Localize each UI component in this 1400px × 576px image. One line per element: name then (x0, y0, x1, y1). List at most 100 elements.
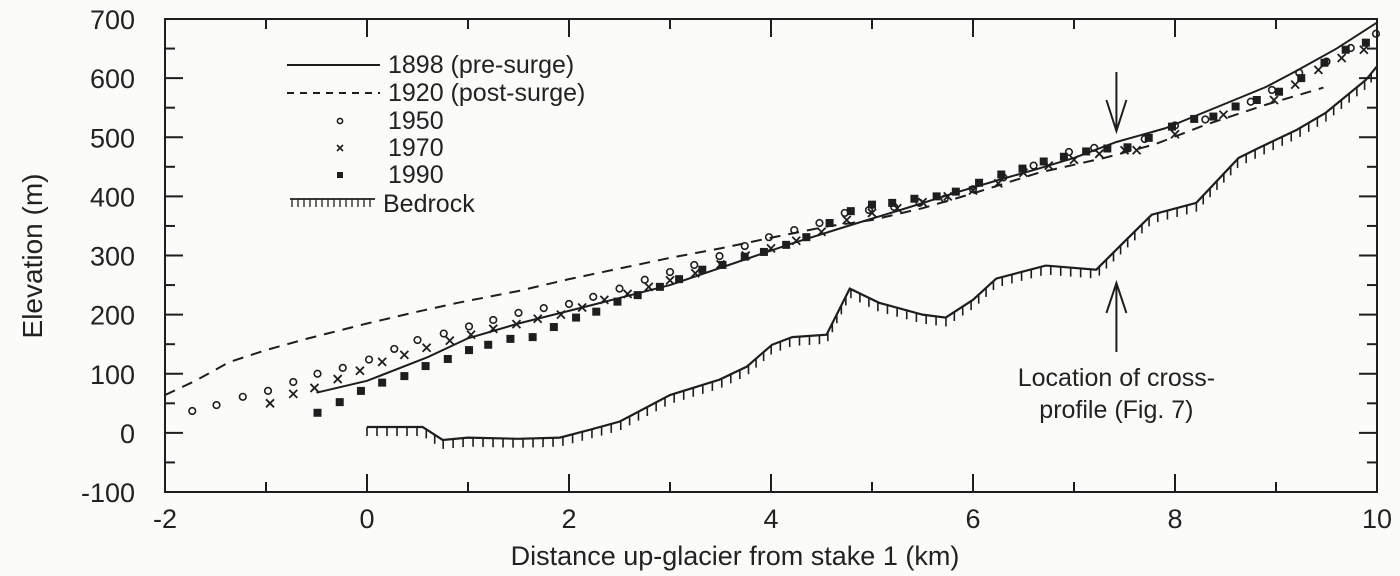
series-1990 (313, 38, 1370, 417)
up-arrow-head-icon (1105, 279, 1128, 314)
marker-square (975, 178, 984, 187)
marker-cross (265, 398, 275, 408)
legend-label: Bedrock (383, 190, 475, 218)
marker-cross (917, 197, 928, 207)
marker-square (572, 313, 581, 322)
marker-cross (644, 282, 654, 292)
marker-square (1275, 87, 1284, 96)
marker-square (997, 170, 1006, 179)
marker-square (592, 307, 601, 316)
y-tick-label: 0 (120, 419, 135, 449)
marker-square (932, 192, 941, 201)
marker-square (718, 260, 727, 269)
marker-circle (589, 292, 598, 301)
marker-cross (309, 383, 320, 393)
marker-cross (1131, 145, 1142, 155)
marker-square (675, 275, 684, 284)
marker-cross (333, 374, 343, 384)
marker-cross (690, 268, 700, 278)
marker-circle (690, 260, 699, 270)
marker-square (549, 323, 558, 332)
axes: -100 0 100 200 300 400 500 600 700 -2 0 2 4 6 8 10 (81, 5, 1392, 534)
marker-circle (364, 355, 374, 364)
y-tick-label: 200 (90, 301, 135, 331)
y-tick-label: -100 (81, 478, 135, 508)
marker-circle (1090, 143, 1099, 152)
series-1950 (188, 29, 1381, 416)
marker-square (1167, 122, 1176, 131)
marker-circle (313, 369, 322, 378)
marker-square (465, 346, 474, 355)
legend-circle-icon (336, 117, 344, 125)
marker-square (1190, 114, 1199, 123)
marker-square (1297, 74, 1306, 83)
marker-circle (489, 315, 498, 325)
marker-cross (968, 185, 978, 196)
marker-cross (355, 366, 365, 376)
marker-circle (968, 185, 978, 194)
legend-label: 1920 (post-surge) (388, 79, 585, 107)
x-tick-label: -2 (153, 504, 177, 534)
marker-square (1209, 112, 1218, 121)
marker-cross (1337, 53, 1347, 63)
marker-square (528, 333, 537, 342)
line-1920 (164, 86, 1324, 396)
x-tick-label: 0 (359, 504, 374, 534)
marker-square (1059, 152, 1068, 161)
x-tick-label: 2 (561, 504, 576, 534)
marker-circle (464, 322, 474, 331)
marker-square (825, 218, 834, 227)
marker-cross (288, 389, 298, 399)
marker-cross (1359, 45, 1369, 55)
marker-circle (1267, 85, 1277, 95)
marker-square (356, 386, 365, 395)
legend: 1898 (pre-surge)1920 (post-surge)1950197… (287, 51, 585, 218)
marker-circle (564, 299, 574, 309)
x-tick-label: 6 (965, 504, 980, 534)
marker-circle (740, 241, 749, 251)
x-tick-label: 10 (1362, 504, 1392, 534)
down-arrow-head-icon (1105, 99, 1128, 135)
legend-label: 1898 (pre-surge) (388, 51, 574, 79)
marker-circle (539, 304, 548, 313)
y-tick-label: 400 (90, 182, 135, 212)
marker-cross (816, 227, 827, 237)
marker-cross (488, 324, 498, 334)
marker-cross (1094, 149, 1104, 159)
y-tick-label: 500 (90, 123, 135, 153)
marker-circle (665, 267, 675, 277)
marker-cross (791, 236, 801, 246)
legend-square-icon (337, 172, 343, 178)
marker-circle (1371, 29, 1381, 38)
marker-square (782, 240, 791, 249)
legend-bedrock-icon (290, 198, 375, 207)
marker-square (1018, 164, 1027, 173)
marker-circle (790, 225, 799, 235)
marker-square (1082, 147, 1091, 156)
marker-cross (622, 289, 633, 299)
legend-label: 1950 (388, 107, 444, 135)
marker-square (698, 265, 707, 274)
marker-cross (533, 314, 543, 324)
legend-label: 1990 (388, 161, 444, 189)
marker-square (1320, 58, 1329, 67)
series-1970 (265, 45, 1369, 408)
cross-profile-annotation: Location of cross- profile (Fig. 7) (1018, 72, 1215, 424)
marker-cross (842, 215, 852, 225)
marker-circle (390, 344, 399, 354)
marker-cross (993, 178, 1003, 189)
marker-cross (943, 191, 953, 202)
series-1898 (316, 21, 1378, 394)
legend-item-1990: 1990 (337, 161, 444, 189)
line-1898 (316, 21, 1378, 394)
marker-square (910, 194, 919, 203)
x-tick-label: 4 (763, 504, 778, 534)
y-tick-label: 100 (90, 360, 135, 390)
marker-cross (1313, 65, 1324, 75)
marker-cross (577, 302, 587, 313)
marker-square (1361, 38, 1370, 47)
marker-cross (766, 243, 776, 254)
marker-cross (556, 309, 566, 320)
marker-cross (377, 357, 387, 367)
marker-circle (212, 400, 221, 410)
